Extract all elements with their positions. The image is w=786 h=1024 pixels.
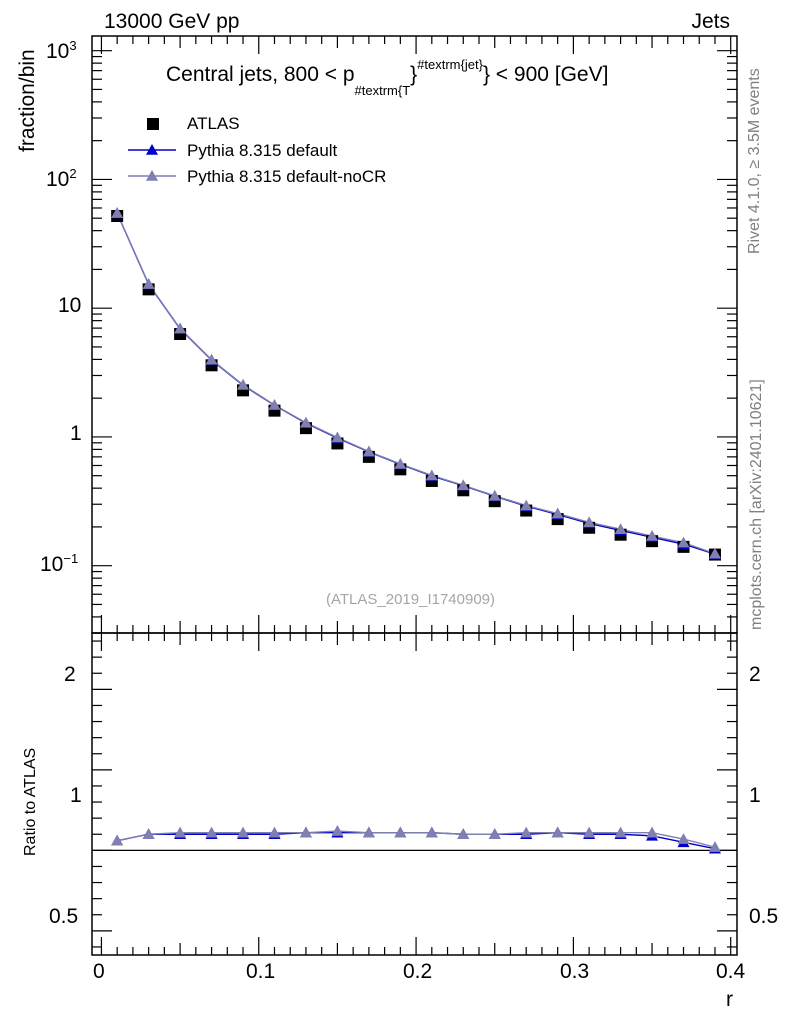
mc-data-point (268, 398, 281, 410)
x-axis-label: r (726, 988, 733, 1011)
ratio-tick-label-right: 1 (749, 784, 761, 807)
ratio-data-point (677, 833, 690, 844)
analysis-tag: (ATLAS_2019_I1740909) (326, 591, 496, 608)
title-subscript: #textrm{T (354, 83, 411, 98)
mc-data-point (111, 207, 124, 218)
mc-data-point (394, 457, 407, 469)
x-tick-label: 0.1 (246, 960, 276, 983)
legend-label-pythia-nocr: Pythia 8.315 default-noCR (187, 167, 387, 186)
mc-data-point (708, 547, 721, 559)
ratio-data-point (614, 826, 627, 838)
x-tick-label: 0.4 (716, 960, 746, 983)
mc-data-point (551, 507, 564, 519)
ratio-data-point (299, 826, 312, 838)
ratio-data-point (142, 828, 155, 840)
ratio-tick-label: 0.5 (49, 905, 79, 928)
chart-title: Central jets, 800 < p#textrm{T}#textrm{j… (166, 57, 609, 98)
ratio-data-point (111, 834, 124, 846)
ratio-tick-label: 2 (64, 663, 76, 686)
legend-label-pythia-default: Pythia 8.315 default (187, 141, 338, 160)
x-tick-label: 0.3 (560, 960, 590, 983)
axis-ticks (92, 36, 737, 955)
ratio-data-point (268, 826, 281, 838)
y-tick-label-10: 10 (58, 294, 82, 317)
mc-data-point (425, 469, 438, 481)
mc-data-point (457, 479, 470, 491)
y-tick-label-1e3: 103 (46, 38, 77, 63)
mc-data-point (174, 322, 187, 334)
mc-data-point (646, 530, 659, 541)
header-category-label: Jets (691, 10, 730, 33)
y-axis-label-bottom: Ratio to ATLAS (22, 747, 39, 856)
title-superscript: #textrm{jet} (417, 57, 483, 72)
mc-data-point (677, 536, 690, 548)
legend-marker-pythia-nocr (146, 170, 158, 181)
mcplots-reference-label: mcplots.cern.ch [arXiv:2401.10621] (748, 379, 765, 630)
ratio-line-2 (117, 830, 716, 848)
ratio-tick-label-right: 2 (749, 663, 761, 686)
mc-data-point (614, 523, 627, 535)
x-tick-label: 0.2 (403, 960, 433, 983)
ratio-plot-frame (91, 632, 738, 956)
legend-markers (128, 118, 176, 181)
ratio-data-point (520, 826, 533, 838)
legend-marker-pythia-default (146, 144, 158, 155)
rivet-version-label: Rivet 4.1.0, ≥ 3.5M events (746, 68, 763, 254)
mc-data-point (205, 353, 218, 365)
title-prefix: Central jets, 800 < p (166, 63, 355, 86)
ratio-data-point (362, 826, 375, 838)
ratio-data-point (331, 825, 344, 836)
y-axis-label-top: fraction/bin (16, 49, 39, 152)
legend-marker-atlas (147, 118, 159, 130)
data-markers (111, 207, 721, 854)
title-suffix: } < 900 [GeV] (482, 63, 609, 86)
ratio-data-point (174, 826, 187, 838)
title-brace: } (410, 63, 418, 86)
ratio-data-point (646, 826, 659, 838)
ratio-tick-label-right: 0.5 (749, 905, 779, 928)
legend-label-atlas: ATLAS (187, 114, 240, 133)
ratio-tick-label: 1 (70, 784, 82, 807)
mc-data-point (299, 416, 312, 428)
ratio-data-point (237, 826, 250, 838)
series-line-2 (116, 212, 716, 555)
mc-data-point (331, 431, 344, 443)
ratio-line-1 (117, 831, 716, 850)
ratio-data-point (708, 841, 721, 852)
mc-data-point (237, 378, 250, 390)
ratio-data-point (583, 826, 596, 838)
x-tick-label: 0 (93, 960, 105, 983)
ratio-data-point (457, 828, 470, 840)
y-tick-label-1e2: 102 (46, 166, 77, 191)
header-energy-label: 13000 GeV pp (104, 10, 240, 33)
ratio-data-point (394, 826, 407, 838)
y-tick-label-1: 1 (70, 422, 82, 445)
ratio-data-point (551, 826, 564, 838)
mc-data-point (520, 499, 533, 511)
mc-data-point (142, 278, 155, 289)
ratio-data-point (205, 826, 218, 838)
mc-data-point (362, 445, 375, 457)
ratio-data-point (488, 828, 501, 840)
y-tick-label-1e-1: 10−1 (40, 551, 79, 576)
mc-data-point (583, 516, 596, 528)
mc-data-point (488, 489, 501, 501)
ratio-data-point (425, 826, 438, 838)
series-line-1 (116, 213, 716, 555)
